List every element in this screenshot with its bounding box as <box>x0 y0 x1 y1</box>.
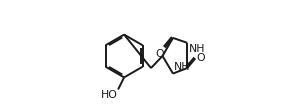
Text: NH: NH <box>174 62 191 72</box>
Text: O: O <box>155 49 164 59</box>
Text: NH: NH <box>188 44 205 54</box>
Text: HO: HO <box>101 90 117 100</box>
Text: O: O <box>196 53 205 62</box>
